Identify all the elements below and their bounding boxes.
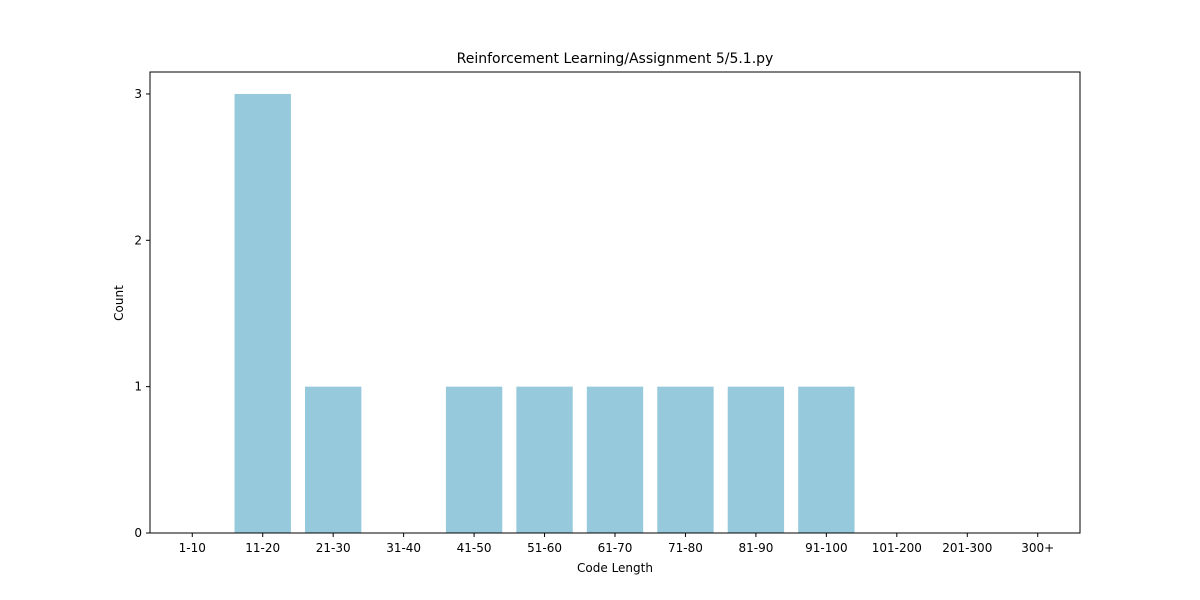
- y-tick-label: 0: [134, 526, 142, 540]
- x-axis-ticks: 1-10 11-20 21-30 31-40 41-50 51-60 61-70 71-80 8…: [179, 533, 1054, 555]
- y-axis-ticks: 0 1 2 3: [134, 87, 150, 540]
- x-tick-label: 71-80: [668, 541, 703, 555]
- x-tick-label: 101-200: [872, 541, 922, 555]
- x-tick-label: 201-300: [942, 541, 992, 555]
- x-tick-label: 300+: [1021, 541, 1054, 555]
- chart-title: Reinforcement Learning/Assignment 5/5.1.…: [457, 51, 774, 67]
- x-tick-label: 1-10: [179, 541, 206, 555]
- x-tick-label: 51-60: [527, 541, 562, 555]
- x-tick-label: 61-70: [598, 541, 633, 555]
- x-tick-label: 91-100: [805, 541, 848, 555]
- y-tick-label: 2: [134, 233, 142, 247]
- x-axis-label: Code Length: [577, 561, 653, 575]
- bar-11-20: [234, 93, 291, 533]
- bar-71-80: [657, 386, 714, 533]
- bar-41-50: [445, 386, 503, 533]
- x-tick-label: 21-30: [316, 541, 351, 555]
- y-axis-label: Count: [112, 285, 126, 321]
- x-tick-label: 31-40: [386, 541, 421, 555]
- bar-91-100: [798, 386, 855, 533]
- x-tick-label: 11-20: [245, 541, 280, 555]
- y-tick-label: 1: [134, 380, 142, 394]
- bar-61-70: [586, 386, 644, 533]
- bar-81-90: [727, 386, 785, 533]
- y-tick-label: 3: [134, 87, 142, 101]
- bar-51-60: [516, 386, 573, 533]
- x-tick-label: 81-90: [738, 541, 773, 555]
- bar-21-30: [305, 386, 362, 533]
- x-tick-label: 41-50: [457, 541, 492, 555]
- bars-group: [234, 93, 855, 533]
